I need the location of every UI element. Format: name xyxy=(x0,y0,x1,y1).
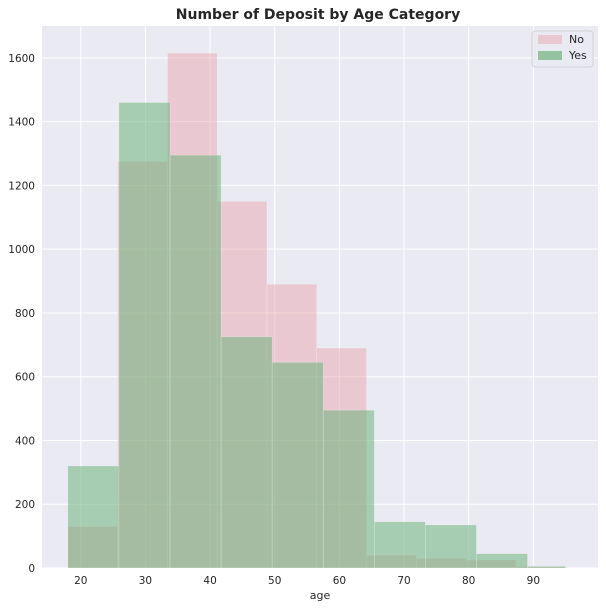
x-tick-label: 50 xyxy=(268,575,281,587)
y-tick-label: 1200 xyxy=(8,180,35,192)
x-tick-label: 30 xyxy=(139,575,152,587)
y-axis-ticks: 0 200 400 600 800 1000 1200 1400 1600 xyxy=(8,53,35,575)
bar-yes xyxy=(476,553,528,569)
bar-yes xyxy=(169,154,222,569)
x-axis-label: age xyxy=(310,589,331,602)
x-tick-label: 70 xyxy=(397,575,410,587)
series-yes-bars xyxy=(67,102,566,569)
legend-label-no: No xyxy=(569,33,584,46)
x-tick-label: 60 xyxy=(333,575,346,587)
x-tick-label: 80 xyxy=(462,575,475,587)
x-axis-ticks: 20 30 40 50 60 70 80 90 xyxy=(74,575,540,587)
bar-yes xyxy=(374,521,426,569)
bar-yes xyxy=(322,409,375,569)
y-tick-label: 400 xyxy=(15,435,35,447)
legend-swatch-no xyxy=(538,35,562,44)
x-tick-label: 90 xyxy=(527,575,540,587)
bar-yes xyxy=(527,566,566,569)
legend-label-yes: Yes xyxy=(568,49,587,62)
y-tick-label: 600 xyxy=(15,372,35,384)
bar-yes xyxy=(425,524,477,569)
bar-yes xyxy=(220,336,273,569)
y-tick-label: 1400 xyxy=(8,117,35,129)
legend-swatch-yes xyxy=(538,51,562,60)
y-tick-label: 200 xyxy=(15,499,35,511)
y-tick-label: 1600 xyxy=(8,53,35,65)
bar-yes xyxy=(67,465,120,569)
y-tick-label: 800 xyxy=(15,308,35,320)
x-tick-label: 40 xyxy=(203,575,216,587)
y-tick-label: 0 xyxy=(28,563,35,575)
bar-yes xyxy=(118,102,171,569)
chart-title: Number of Deposit by Age Category xyxy=(176,7,460,23)
bar-yes xyxy=(271,362,324,569)
x-tick-label: 20 xyxy=(74,575,87,587)
y-tick-label: 1000 xyxy=(8,244,35,256)
legend: No Yes xyxy=(531,30,594,68)
